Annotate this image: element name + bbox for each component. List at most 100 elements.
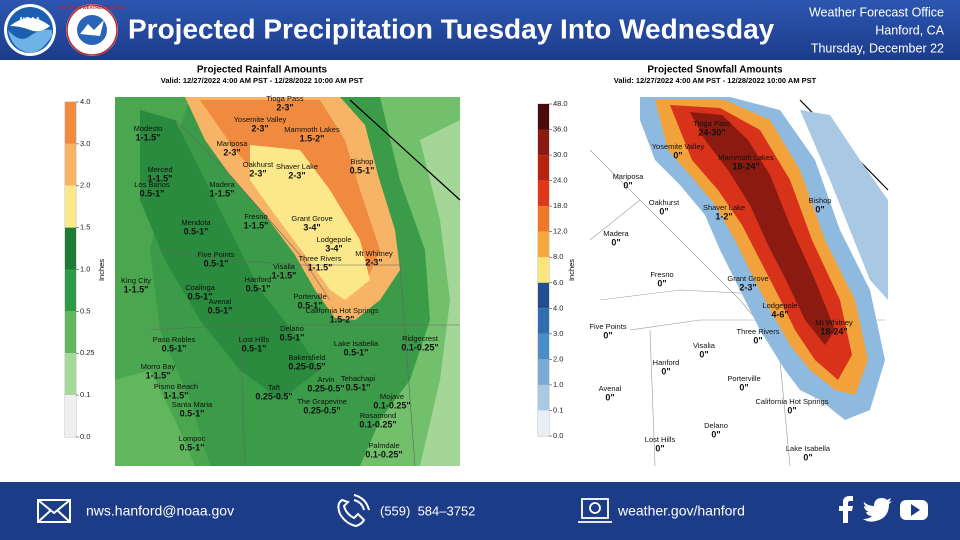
amount: 0.5-1": [246, 283, 271, 293]
place-name: Palmdale: [368, 441, 399, 450]
amount: 1.5-2": [330, 314, 355, 324]
colorbar-bin: [65, 185, 76, 228]
place-name: Mammoth Lakes: [718, 153, 774, 162]
snowfall-map: Projected Snowfall Amounts Valid: 12/27/…: [537, 65, 889, 467]
amount: 0": [661, 366, 670, 376]
place-name: Oakhurst: [243, 160, 274, 169]
place-name: Merced: [147, 165, 172, 174]
amount: 0.5-1": [350, 165, 375, 175]
logo-text: NOAA: [20, 17, 41, 24]
amount: 18-24": [732, 161, 759, 171]
place-name: Paso Robles: [153, 335, 196, 344]
office-line: Thursday, December 22: [811, 41, 944, 55]
place-name: Visalia: [273, 262, 296, 271]
colorbar-tick-label: 0.1: [553, 405, 563, 414]
place-name: California Hot Springs: [306, 306, 379, 315]
amount: 0.5-1": [180, 442, 205, 452]
colorbar-bin: [538, 333, 549, 360]
amount: 0.5-1": [140, 188, 165, 198]
colorbar-tick-label: 48.0: [553, 99, 568, 108]
amount: 1-1.5": [308, 262, 333, 272]
place-name: Porterville: [727, 374, 760, 383]
colorbar-bin: [538, 359, 549, 385]
place-name: Lake Isabella: [334, 339, 379, 348]
amount: 2-3": [276, 102, 293, 112]
colorbar-label: Inches: [567, 259, 576, 281]
place-name: Lodgepole: [762, 301, 797, 310]
place-name: Bishop: [809, 196, 832, 205]
map-valid: Valid: 12/27/2022 4:00 AM PST - 12/28/20…: [614, 76, 817, 85]
amount: 1-1.5": [210, 188, 235, 198]
place-name: Yosemite Valley: [652, 142, 705, 151]
map-title: Projected Rainfall Amounts: [197, 65, 328, 76]
state-line: [349, 99, 461, 201]
place-name: Modesto: [134, 124, 163, 133]
colorbar-bin: [65, 143, 76, 186]
amount: 0.1-0.25": [401, 342, 438, 352]
place-name: Mammoth Lakes: [284, 125, 340, 134]
place-name: Avenal: [209, 297, 232, 306]
amount: 0": [699, 349, 708, 359]
place-name: Three Rivers: [737, 327, 780, 336]
amount: 2-3": [251, 123, 268, 133]
desert-region: [420, 120, 460, 466]
colorbar-label: Inches: [97, 259, 106, 281]
place-name: Mariposa: [217, 139, 249, 148]
amount: 24-30": [698, 127, 725, 137]
place-name: Bishop: [351, 157, 374, 166]
colorbar-tick-label: 12.0: [553, 227, 568, 236]
colorbar-bin: [65, 269, 76, 312]
place-name: Five Points: [197, 250, 234, 259]
place-name: Tioga Pass: [693, 119, 730, 128]
place-name: Mt Whitney: [815, 318, 853, 327]
place-name: Visalia: [693, 341, 716, 350]
place-name: Rosamond: [360, 411, 396, 420]
colorbar-bin: [538, 104, 549, 130]
colorbar-tick-label: 4.0: [80, 97, 90, 106]
place-name: Porterville: [293, 292, 326, 301]
colorbar-bin: [538, 206, 549, 232]
place-name: Lompoc: [179, 434, 206, 443]
place-name: Santa Maria: [172, 400, 213, 409]
sierra-lee: [250, 145, 370, 300]
place-name: Ridgecrest: [402, 334, 439, 343]
place-name: Lost Hills: [645, 435, 676, 444]
amount: 0.25-0.5": [307, 383, 344, 393]
web-icon: [578, 498, 612, 523]
colorbar-tick-label: 0.0: [553, 431, 563, 440]
rainfall-map: Projected Rainfall Amounts Valid: 12/27/…: [64, 65, 461, 467]
colorbar-tick-label: 30.0: [553, 150, 568, 159]
amount: 0": [657, 278, 666, 288]
place-name: Arvin: [317, 375, 334, 384]
colorbar-bin: [65, 311, 76, 354]
colorbar-tick-label: 0.5: [80, 306, 90, 315]
county-lines: [149, 119, 460, 467]
amount: 3-4": [303, 222, 320, 232]
amount: 1-1.5": [124, 284, 149, 294]
amount: 1-1.5": [164, 390, 189, 400]
colorbar-bin: [538, 155, 549, 181]
place-name: Hanford: [245, 275, 272, 284]
noaa-logo: NOAA: [4, 4, 56, 56]
amount: 0": [611, 237, 620, 247]
amount: 0": [753, 335, 762, 345]
office-line: Hanford, CA: [875, 23, 944, 37]
colorbar-bin: [65, 102, 76, 144]
place-name: Tioga Pass: [266, 94, 303, 103]
place-name: Tehachapi: [341, 374, 376, 383]
amount: 0": [603, 330, 612, 340]
place-name: Lodgepole: [316, 235, 351, 244]
place-name: Lost Hills: [239, 335, 270, 344]
amount: 2-3": [288, 170, 305, 180]
amount: 0": [711, 429, 720, 439]
place-name: Hanford: [653, 358, 680, 367]
colorbar-tick-label: 4.0: [553, 303, 563, 312]
amount: 0": [659, 206, 668, 216]
place-name: California Hot Springs: [756, 397, 829, 406]
amount: 0": [787, 405, 796, 415]
colorbar-bin: [538, 282, 549, 309]
colorbar-bin: [65, 353, 76, 396]
colorbar-bin: [538, 180, 549, 207]
footer-band: [0, 482, 960, 540]
